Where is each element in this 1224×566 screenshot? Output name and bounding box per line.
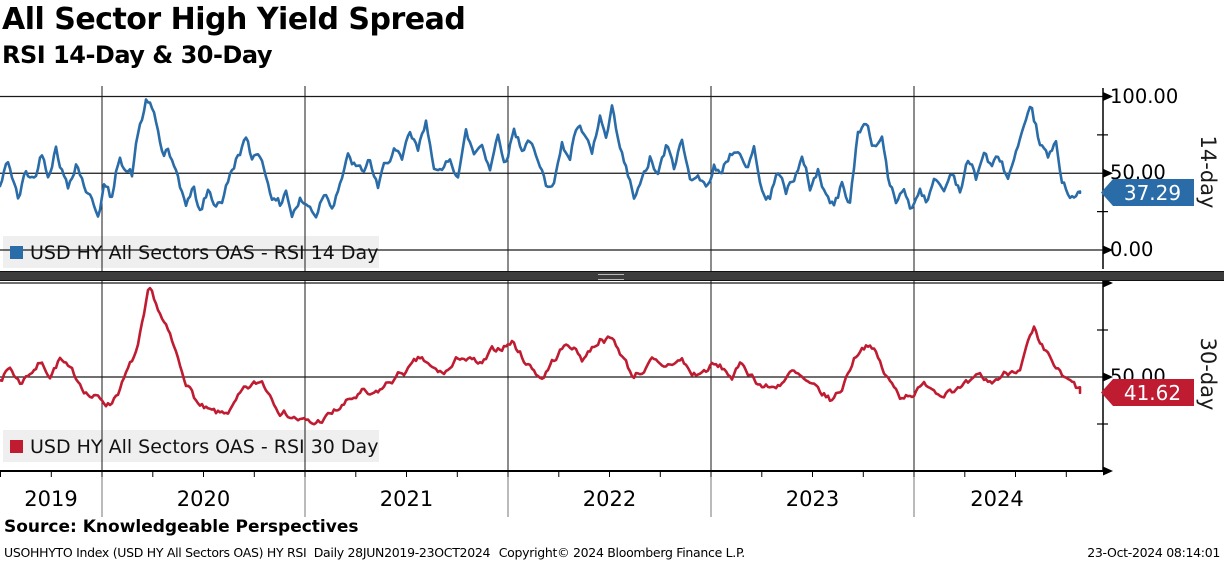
x-axis-year-label-2023: 2023 <box>785 487 840 511</box>
footer-copyright: Copyright© 2024 Bloomberg Finance L.P. <box>498 545 746 560</box>
top-axis-tick-label-50.00: 50.00 <box>1110 161 1166 185</box>
rsi14-legend-label: USD HY All Sectors OAS - RSI 14 Day <box>30 241 379 264</box>
rsi14-line-series <box>0 98 1082 219</box>
rsi14-legend-swatch <box>10 246 23 259</box>
panel-divider-grip-handle[interactable] <box>598 274 624 280</box>
rsi30-legend-label: USD HY All Sectors OAS - RSI 30 Day <box>30 435 379 458</box>
top-panel-axis-title: 14-day <box>1196 135 1220 209</box>
page-title: All Sector High Yield Spread <box>2 2 466 37</box>
rsi30-last-value-badge: 41.62 <box>1101 379 1194 406</box>
legend-rsi14[interactable]: USD HY All Sectors OAS - RSI 14 Day <box>10 237 379 268</box>
footer-timestamp: 23-Oct-2024 08:14:01 <box>1087 545 1220 560</box>
panel-divider <box>0 271 1224 281</box>
axis-arrow-tick <box>1103 168 1113 178</box>
rsi30-line-series <box>0 286 1082 426</box>
rsi30-last-value: 41.62 <box>1123 380 1182 405</box>
rsi14-last-value: 37.29 <box>1123 180 1182 205</box>
rsi14-last-value-badge: 37.29 <box>1101 179 1194 206</box>
rsi30-legend-background <box>3 430 379 462</box>
bottom-panel-axis-title: 30-day <box>1196 337 1220 411</box>
x-axis-year-label-2021: 2021 <box>379 487 434 511</box>
rsi14-legend-background <box>3 236 379 268</box>
axis-arrow-tick <box>1103 372 1113 382</box>
source-credit: Source: Knowledgeable Perspectives <box>4 517 359 537</box>
x-axis-year-label-2019: 2019 <box>24 487 78 511</box>
axis-arrow-tick <box>1103 92 1113 101</box>
x-axis-year-label-2020: 2020 <box>176 487 231 511</box>
x-axis-year-label-2024: 2024 <box>970 487 1024 511</box>
top-axis-tick-label-100.00: 100.00 <box>1110 84 1179 108</box>
legend-rsi30[interactable]: USD HY All Sectors OAS - RSI 30 Day <box>10 431 379 462</box>
top-axis-tick-label-0.00: 0.00 <box>1110 238 1154 262</box>
footer-ticker-info: USOHHYTO Index (USD HY All Sectors OAS) … <box>4 545 491 560</box>
axis-arrow-tick <box>1103 466 1113 476</box>
page-subtitle: RSI 14-Day & 30-Day <box>2 41 272 69</box>
x-axis-year-label-2022: 2022 <box>582 487 637 511</box>
rsi30-legend-swatch <box>10 440 23 453</box>
axis-arrow-tick <box>1103 245 1113 255</box>
